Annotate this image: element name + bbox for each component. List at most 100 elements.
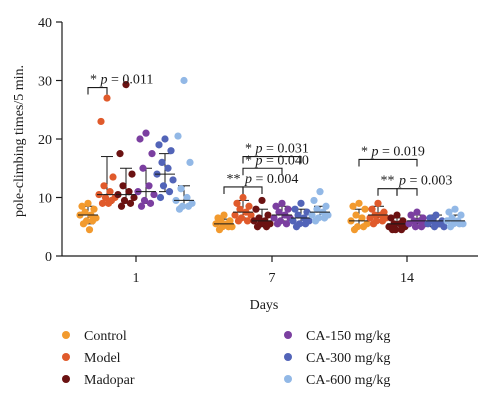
data-point	[88, 217, 97, 225]
data-point	[446, 223, 455, 231]
x-tick-label: 7	[269, 271, 276, 286]
y-tick-label: 40	[38, 16, 52, 31]
significance-label: **	[227, 172, 241, 187]
data-point	[85, 226, 94, 234]
data-point	[358, 214, 366, 222]
data-point	[220, 211, 228, 219]
data-point	[273, 220, 282, 228]
data-point	[405, 220, 413, 228]
data-point	[245, 202, 253, 210]
data-point	[301, 220, 310, 228]
data-point	[103, 94, 111, 102]
data-point	[366, 214, 374, 222]
data-point	[361, 205, 369, 213]
data-point	[262, 223, 271, 231]
data-point	[116, 150, 124, 158]
data-point	[369, 220, 378, 228]
data-point	[155, 141, 163, 149]
data-point	[378, 217, 387, 225]
data-point	[368, 205, 376, 213]
data-point	[440, 223, 448, 231]
data-point	[79, 220, 88, 228]
data-point	[322, 202, 330, 210]
data-point	[215, 226, 224, 234]
data-point	[109, 173, 117, 181]
data-point	[374, 199, 382, 207]
data-point	[239, 193, 247, 202]
data-point	[98, 199, 107, 207]
y-axis-title: pole-climbing times/5 min.	[12, 65, 27, 217]
data-point	[451, 205, 459, 213]
data-point	[122, 80, 130, 89]
data-point	[164, 164, 172, 172]
data-point	[104, 199, 113, 207]
legend-marker	[284, 353, 292, 361]
data-point	[165, 188, 174, 196]
data-point	[278, 199, 286, 207]
data-point	[224, 223, 233, 231]
data-point	[308, 211, 316, 219]
data-point	[78, 202, 86, 210]
data-point	[258, 196, 266, 205]
data-point	[90, 205, 98, 213]
data-point	[120, 196, 129, 205]
data-point	[311, 217, 320, 225]
data-point	[167, 147, 175, 155]
data-point	[253, 223, 262, 231]
data-point	[139, 164, 147, 172]
data-point	[175, 205, 184, 213]
data-point	[159, 182, 168, 190]
significance-bracket	[242, 156, 302, 164]
data-point	[349, 202, 357, 210]
data-point	[297, 199, 305, 207]
data-point	[310, 196, 318, 205]
data-point	[136, 135, 144, 143]
data-point	[97, 117, 105, 126]
data-point	[252, 205, 260, 213]
data-point	[161, 135, 169, 143]
data-point	[424, 220, 432, 228]
data-point	[264, 211, 272, 219]
data-point	[270, 214, 278, 222]
data-point	[140, 196, 149, 205]
significance-label: * p = 0.011	[90, 73, 153, 88]
data-point	[292, 223, 301, 231]
data-point	[126, 199, 135, 207]
significance-label: p = 0.004	[244, 172, 298, 187]
y-tick-label: 30	[38, 75, 52, 90]
significance-label: p = 0.003	[398, 174, 452, 189]
data-point	[233, 199, 241, 207]
data-point	[125, 188, 133, 196]
legend-label: CA-150 mg/kg	[306, 329, 390, 344]
data-point	[236, 205, 244, 213]
data-point	[294, 211, 302, 219]
data-point	[284, 205, 292, 213]
data-point	[119, 182, 127, 190]
data-point	[231, 211, 239, 219]
data-point	[130, 193, 138, 202]
data-point	[388, 226, 397, 234]
y-tick-label: 20	[38, 133, 52, 148]
data-point	[407, 211, 415, 219]
data-point	[169, 176, 177, 184]
data-point	[272, 202, 280, 210]
data-point	[137, 202, 146, 210]
data-point	[320, 214, 329, 222]
data-point	[180, 76, 188, 85]
data-point	[387, 214, 395, 222]
x-tick-label: 1	[133, 271, 140, 286]
x-tick-label: 14	[400, 271, 414, 286]
significance-bracket	[242, 167, 283, 176]
legend-marker	[62, 331, 70, 339]
legend-marker	[62, 353, 70, 361]
data-point	[359, 223, 368, 231]
y-tick-label: 0	[45, 250, 52, 265]
data-point	[243, 217, 252, 225]
data-point	[183, 193, 191, 202]
data-point	[352, 211, 360, 219]
data-point	[411, 223, 420, 231]
data-point	[177, 185, 185, 193]
x-axis-title: Days	[250, 298, 279, 313]
data-point	[148, 150, 156, 158]
